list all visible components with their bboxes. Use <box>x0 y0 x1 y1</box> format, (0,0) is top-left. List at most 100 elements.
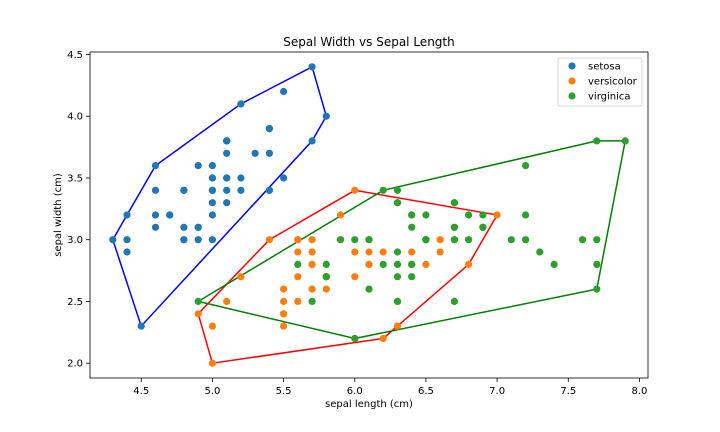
point-versicolor-14 <box>294 248 302 256</box>
point-virginica-32 <box>408 260 416 268</box>
point-virginica-48 <box>379 186 387 194</box>
point-setosa-24 <box>180 186 188 194</box>
point-versicolor-10 <box>208 359 216 367</box>
point-versicolor-39 <box>280 297 288 305</box>
point-virginica-31 <box>621 137 629 145</box>
point-setosa-46 <box>223 137 231 145</box>
point-setosa-30 <box>180 223 188 231</box>
legend-box <box>557 57 643 107</box>
point-setosa-29 <box>166 211 174 219</box>
point-versicolor-38 <box>294 236 302 244</box>
y-tick-label: 3.5 <box>67 173 83 184</box>
point-versicolor-26 <box>465 260 473 268</box>
point-virginica-2 <box>507 236 515 244</box>
point-virginica-34 <box>365 285 373 293</box>
point-versicolor-45 <box>308 236 316 244</box>
point-versicolor-20 <box>336 211 345 219</box>
point-virginica-27 <box>365 236 373 244</box>
legend-marker-virginica <box>568 92 576 100</box>
point-setosa-32 <box>237 100 245 108</box>
point-setosa-13 <box>109 236 117 244</box>
point-virginica-36 <box>393 186 402 194</box>
point-virginica-12 <box>465 236 473 244</box>
point-virginica-11 <box>408 273 416 281</box>
x-tick-label: 6.5 <box>418 386 434 397</box>
point-versicolor-48 <box>223 297 231 305</box>
point-virginica-17 <box>593 137 601 145</box>
point-virginica-30 <box>550 260 558 268</box>
point-virginica-25 <box>522 211 530 219</box>
point-virginica-49 <box>336 236 345 244</box>
point-setosa-38 <box>123 236 131 244</box>
point-versicolor-8 <box>436 248 444 256</box>
legend-label-setosa: setosa <box>588 62 621 73</box>
point-setosa-33 <box>280 87 288 96</box>
point-virginica-45 <box>450 236 458 244</box>
point-setosa-21 <box>223 149 231 157</box>
point-virginica-26 <box>379 260 387 268</box>
point-virginica-46 <box>393 297 402 305</box>
y-tick-label: 2.5 <box>67 297 83 308</box>
point-versicolor-29 <box>308 285 316 293</box>
y-tick-label: 4.5 <box>67 50 83 61</box>
point-setosa-41 <box>137 322 145 330</box>
y-tick-label: 3.0 <box>67 235 83 246</box>
point-virginica-47 <box>422 236 430 244</box>
point-virginica-42 <box>322 273 330 281</box>
point-setosa-4 <box>208 162 216 170</box>
x-tick-label: 8.0 <box>632 386 648 397</box>
point-setosa-39 <box>223 186 231 194</box>
point-virginica-38 <box>351 236 359 244</box>
point-virginica-10 <box>422 211 430 219</box>
point-virginica-5 <box>578 236 587 244</box>
point-setosa-22 <box>151 162 160 170</box>
point-virginica-37 <box>408 223 416 231</box>
point-versicolor-35 <box>351 186 359 194</box>
point-virginica-6 <box>194 297 202 305</box>
point-versicolor-43 <box>208 322 216 330</box>
point-setosa-15 <box>308 63 316 71</box>
point-versicolor-40 <box>280 285 288 293</box>
point-versicolor-4 <box>422 260 430 268</box>
point-setosa-10 <box>265 149 273 157</box>
point-virginica-3 <box>393 248 402 256</box>
point-setosa-3 <box>151 223 160 231</box>
point-versicolor-24 <box>408 248 416 256</box>
point-versicolor-9 <box>237 273 245 281</box>
point-virginica-9 <box>522 162 530 170</box>
point-setosa-37 <box>194 162 202 170</box>
x-tick-label: 7.5 <box>560 386 576 397</box>
point-virginica-23 <box>393 273 402 281</box>
point-versicolor-47 <box>379 248 387 256</box>
point-versicolor-31 <box>280 310 288 318</box>
point-setosa-8 <box>123 248 131 256</box>
x-tick-label: 4.5 <box>133 386 149 397</box>
point-virginica-20 <box>479 211 487 219</box>
point-setosa-45 <box>180 236 188 244</box>
point-virginica-44 <box>450 199 458 207</box>
point-setosa-25 <box>208 236 216 244</box>
point-setosa-14 <box>322 112 330 120</box>
point-versicolor-0 <box>493 211 501 219</box>
point-setosa-49 <box>208 199 216 207</box>
x-axis-label: sepal length (cm) <box>325 399 413 410</box>
point-versicolor-28 <box>351 248 359 256</box>
x-tick-label: 7.0 <box>489 386 505 397</box>
legend: setosa versicolor virginica <box>557 57 643 107</box>
points-layer <box>109 63 629 367</box>
legend-label-virginica: virginica <box>588 92 631 103</box>
point-versicolor-33 <box>351 273 359 281</box>
point-setosa-47 <box>151 211 160 219</box>
point-versicolor-13 <box>365 248 373 256</box>
y-axis: 2.0 2.5 3.0 3.5 4.0 4.5 <box>67 50 90 370</box>
point-versicolor-37 <box>393 322 402 330</box>
point-virginica-43 <box>465 211 473 219</box>
y-axis-label: sepal width (cm) <box>53 173 64 257</box>
x-tick-label: 6.0 <box>347 386 363 397</box>
legend-marker-setosa <box>568 62 576 70</box>
point-versicolor-49 <box>308 260 316 268</box>
point-versicolor-18 <box>379 334 387 343</box>
point-virginica-41 <box>479 223 487 231</box>
point-versicolor-44 <box>294 273 302 281</box>
